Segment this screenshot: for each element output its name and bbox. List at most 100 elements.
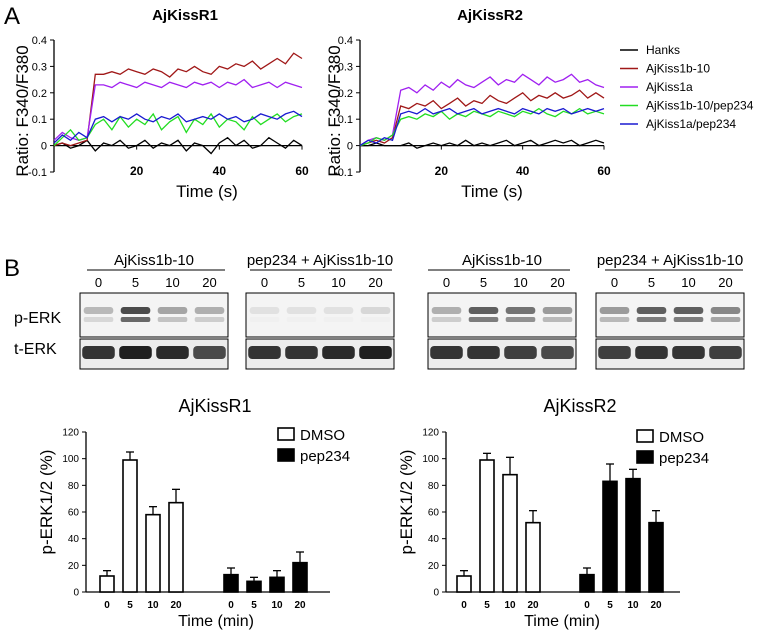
blot-band-perk: [120, 307, 151, 314]
x-tick-label: 20: [294, 600, 306, 611]
bar-chart-title-2: AjKissR2: [543, 396, 616, 416]
blot-group-title: AjKiss1b-10: [462, 252, 542, 269]
x-tick-label: 60: [597, 164, 611, 178]
blot-row-label-terk: t-ERK: [14, 341, 57, 358]
legend-label-dmso: DMSO: [659, 429, 704, 446]
blot-membrane-perk: [427, 292, 577, 338]
lane-label: 10: [165, 275, 179, 290]
x-tick-label: 40: [213, 164, 227, 178]
legend-label-pep234: pep234: [659, 450, 709, 467]
blot-band-perk: [431, 317, 462, 322]
blot-band-perk: [431, 307, 462, 314]
legend-label-dmso: DMSO: [300, 427, 345, 444]
x-tick-label: 5: [484, 600, 490, 611]
bar-chart-title-1: AjKissR1: [178, 396, 251, 416]
blot-band-perk: [323, 317, 354, 322]
western-blots: AjKiss1b-10 0 5 10 20 pep234 + AjKiss1b-10 0 5 1…: [79, 252, 745, 370]
blot-band-terk: [430, 346, 463, 359]
lane-label: 20: [202, 275, 216, 290]
blot-band-perk: [710, 317, 741, 322]
blot-band-perk: [120, 317, 151, 322]
line-chart-title-1: AjKissR1: [152, 7, 218, 24]
line-chart-ajkissr1: -0.1 0 0.1 0.2 0.3 0.4 20 40 60: [28, 35, 309, 179]
bar-pep234: [246, 580, 262, 593]
x-tick-label: 5: [251, 600, 257, 611]
bar-chart-ajkissr1: 0 20 40 60 80 100 120 0 5 10 20 0 5 10 20 DMSO pep234: [62, 427, 350, 611]
x-tick-label: 20: [130, 164, 144, 178]
lane-label: 20: [718, 275, 732, 290]
blot-band-perk: [249, 317, 280, 322]
blot-band-perk: [542, 317, 573, 322]
series-line-ajkiss1a: [53, 78, 303, 141]
line-legend: Hanks AjKiss1b-10 AjKiss1a AjKiss1b-10/pep2…: [620, 43, 754, 131]
blot-band-perk: [83, 317, 114, 322]
blot-band-perk: [194, 307, 225, 314]
xlabel-line-2: Time (s): [461, 182, 523, 201]
blot-membrane-perk: [245, 292, 395, 338]
blot-band-terk: [285, 346, 318, 359]
x-tick-label: 40: [516, 164, 530, 178]
line-chart-title-2: AjKissR2: [457, 7, 523, 24]
blot-band-perk: [636, 307, 667, 314]
x-tick-label: 20: [527, 600, 539, 611]
y-tick-label: 0.1: [338, 114, 353, 126]
bar-dmso: [145, 513, 161, 593]
blot-band-terk: [635, 346, 668, 359]
blot-band-perk: [194, 317, 225, 322]
lane-label: 0: [443, 275, 450, 290]
bar-dmso: [168, 501, 184, 593]
y-tick-label: 40: [68, 534, 80, 545]
y-tick-label: 100: [422, 454, 439, 465]
series-line-ajkiss1b-10-pep234: [53, 112, 303, 147]
blot-group-title: pep234 + AjKiss1b-10: [597, 252, 743, 269]
blot-group-title: pep234 + AjKiss1b-10: [247, 252, 393, 269]
x-tick-label: 20: [170, 600, 182, 611]
blot-band-terk: [156, 346, 189, 359]
xlabel-line-1: Time (s): [176, 182, 238, 201]
bar-pep234: [602, 480, 618, 593]
bar-dmso: [479, 459, 495, 593]
blot-band-terk: [359, 346, 392, 359]
legend-label: AjKiss1b-10: [646, 62, 710, 76]
x-tick-label: 20: [650, 600, 662, 611]
bar-dmso: [122, 459, 138, 593]
blot-row-label-perk: p-ERK: [14, 310, 61, 327]
y-tick-label: 100: [62, 454, 79, 465]
x-tick-label: 5: [607, 600, 613, 611]
lane-label: 10: [681, 275, 695, 290]
y-tick-label: 60: [68, 508, 80, 519]
lane-label: 20: [550, 275, 564, 290]
blot-band-terk: [672, 346, 705, 359]
panel-label-a: A: [4, 3, 20, 30]
blot-band-perk: [468, 317, 499, 322]
blot-band-terk: [119, 346, 152, 359]
bar-pep234: [223, 573, 239, 593]
y-tick-label: 20: [428, 561, 440, 572]
panel-label-b: B: [4, 255, 20, 282]
y-tick-label: 20: [68, 561, 80, 572]
blot-band-terk: [467, 346, 500, 359]
bar-dmso: [456, 575, 472, 593]
x-tick-label: 10: [504, 600, 516, 611]
y-tick-label: -0.1: [334, 167, 353, 179]
blot-band-terk: [82, 346, 115, 359]
series-line-ajkiss1b-10: [53, 52, 303, 147]
bar-pep234: [579, 573, 595, 593]
y-tick-label: 0: [41, 141, 47, 153]
y-tick-label: 120: [62, 428, 79, 439]
x-tick-label: 10: [627, 600, 639, 611]
x-tick-label: 0: [461, 600, 467, 611]
bar-xlabel-1: Time (min): [178, 613, 254, 630]
blot-band-terk: [248, 346, 281, 359]
bar-pep234: [269, 576, 285, 593]
lane-label: 5: [132, 275, 139, 290]
legend-swatch-dmso: [277, 427, 295, 441]
series-line-ajkiss1a-pep234: [53, 110, 303, 144]
y-tick-label: 60: [428, 508, 440, 519]
bar-dmso: [99, 575, 115, 593]
lane-label: 10: [513, 275, 527, 290]
series-line-ajkiss1a-pep234: [359, 107, 605, 147]
series-line-hanks: [53, 136, 303, 155]
legend-label: AjKiss1a/pep234: [646, 117, 736, 131]
series-line-ajkiss1a: [359, 73, 605, 147]
